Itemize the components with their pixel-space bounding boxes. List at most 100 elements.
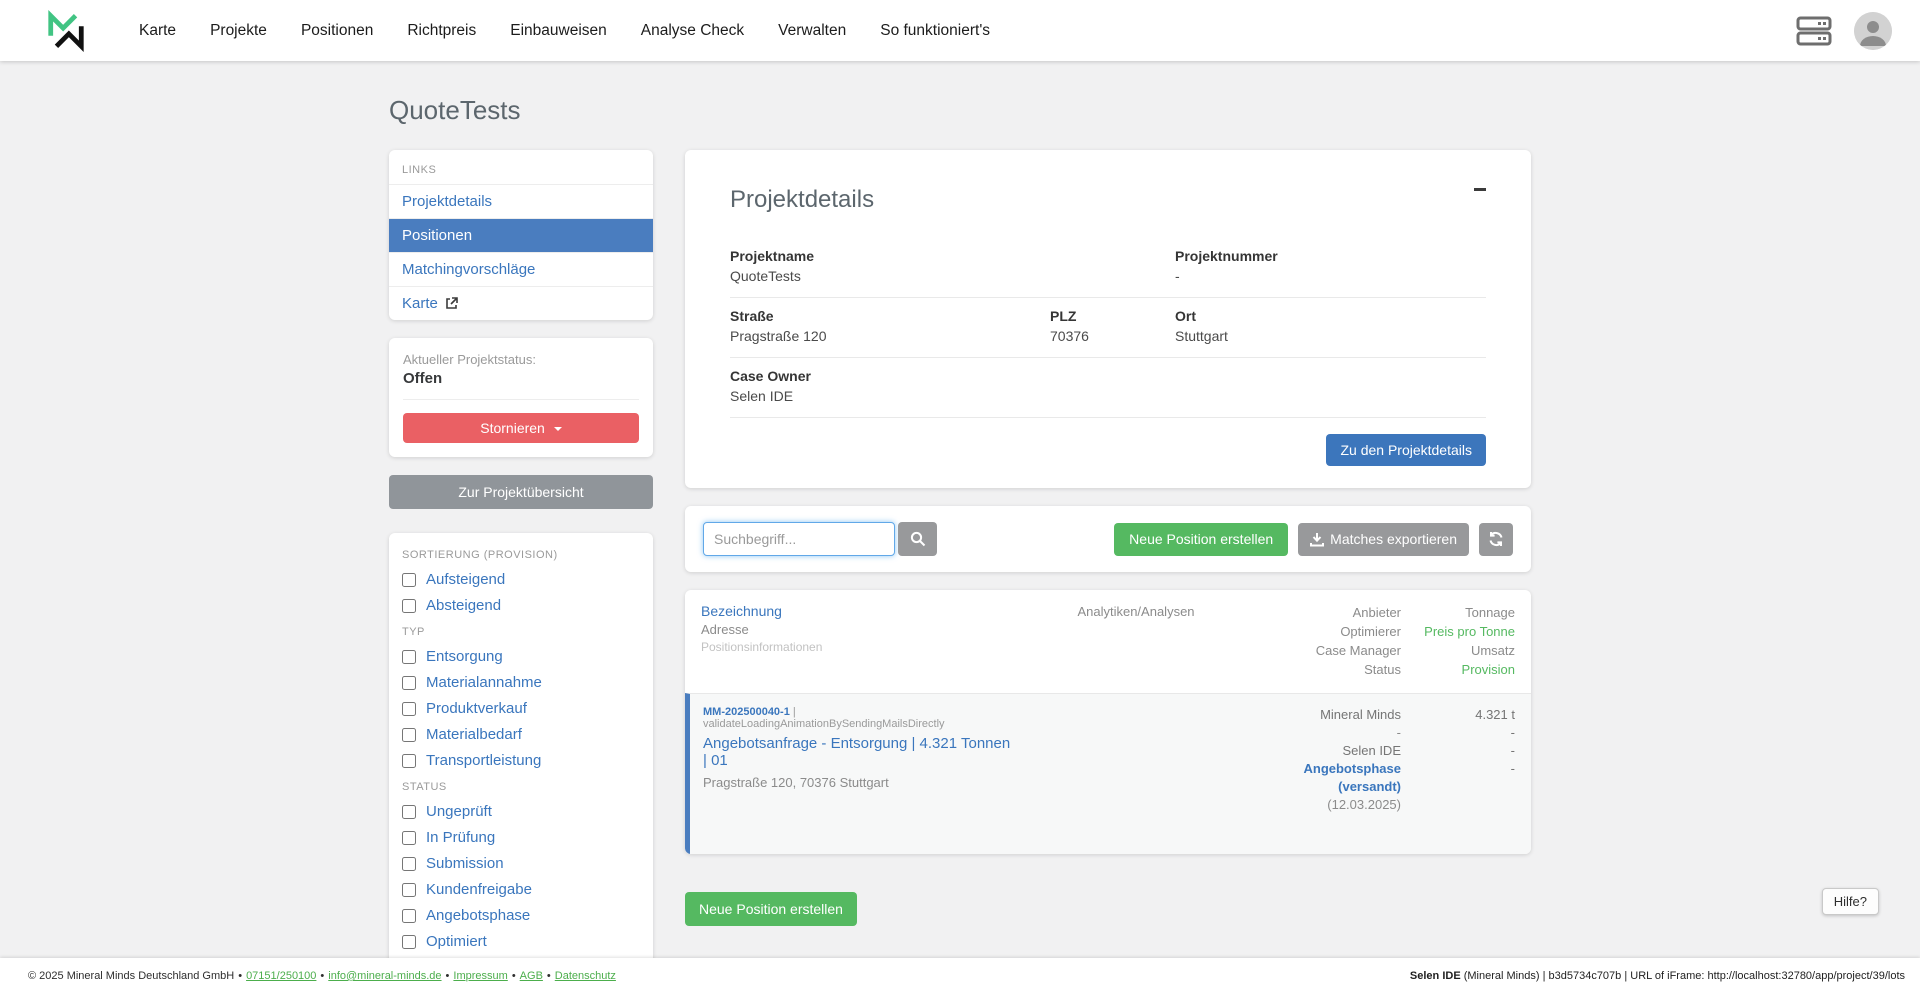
column-header-case-manager: Case Manager (1315, 643, 1401, 658)
position-optimierer: - (1396, 725, 1401, 740)
filter-aufsteigend-checkbox[interactable] (402, 572, 416, 587)
filter-label: Absteigend (426, 597, 502, 614)
column-header-roles: Anbieter Optimierer Case Manager Status (1261, 603, 1401, 679)
position-anbieter: Mineral Minds (1320, 707, 1401, 722)
nav-item-analyse-check[interactable]: Analyse Check (640, 21, 745, 39)
projektname-label: Projektname (730, 248, 815, 264)
neue-position-erstellen-button[interactable]: Neue Position erstellen (1114, 522, 1289, 556)
position-title-link[interactable]: Angebotsanfrage - Entsorgung | 4.321 Ton… (703, 735, 1011, 769)
filter-produktverkauf-checkbox[interactable] (402, 701, 416, 716)
plz-label: PLZ (1050, 308, 1077, 324)
filter-submission-checkbox[interactable] (402, 856, 416, 871)
position-status-date: (12.03.2025) (1327, 797, 1401, 812)
position-id-separator: | (789, 706, 796, 718)
collapse-minus-icon[interactable] (1474, 182, 1488, 196)
filter-entsorgung-checkbox[interactable] (402, 649, 416, 664)
zu-den-projektdetails-button[interactable]: Zu den Projektdetails (1326, 434, 1486, 466)
links-card: LINKS Projektdetails Positionen Matching… (389, 150, 653, 320)
footer-impressum-link[interactable]: Impressum (453, 970, 508, 982)
footer-email-link[interactable]: info@mineral-minds.de (328, 970, 442, 982)
sidebar-item-projektdetails[interactable]: Projektdetails (389, 184, 653, 218)
filter-entsorgung[interactable]: Entsorgung (402, 648, 640, 665)
zur-projektuebersicht-button[interactable]: Zur Projektübersicht (389, 475, 653, 509)
status-value: Offen (403, 370, 639, 400)
footer-separator: • (445, 970, 450, 982)
positions-table-header: Bezeichnung Adresse Positionsinformation… (685, 590, 1531, 693)
filter-ungeprueft-checkbox[interactable] (402, 804, 416, 819)
footer-separator: • (320, 970, 325, 982)
footer-agb-link[interactable]: AGB (519, 970, 543, 982)
positions-table-card: Bezeichnung Adresse Positionsinformation… (685, 590, 1531, 854)
filter-kundenfreigabe[interactable]: Kundenfreigabe (402, 881, 640, 898)
column-header-status: Status (1364, 662, 1401, 677)
sort-section-header: SORTIERUNG (PROVISION) (402, 549, 558, 561)
links-header: LINKS (402, 164, 437, 176)
filter-label: Entsorgung (426, 648, 503, 665)
filter-transportleistung-checkbox[interactable] (402, 753, 416, 768)
position-status-suffix: (versandt) (1338, 779, 1401, 794)
column-header-optimierer: Optimierer (1340, 624, 1401, 639)
column-header-bezeichnung[interactable]: Bezeichnung (701, 603, 782, 619)
nav-item-karte[interactable]: Karte (139, 21, 177, 39)
filter-kundenfreigabe-checkbox[interactable] (402, 882, 416, 897)
position-address: Pragstraße 120, 70376 Stuttgart (703, 775, 889, 790)
position-tonnage: 4.321 t (1475, 707, 1515, 722)
nav-item-positionen[interactable]: Positionen (300, 21, 374, 39)
mineral-minds-logo-icon[interactable] (45, 9, 87, 52)
projektnummer-label: Projektnummer (1175, 248, 1278, 264)
footer-datenschutz-link[interactable]: Datenschutz (554, 970, 616, 982)
filter-materialbedarf-checkbox[interactable] (402, 727, 416, 742)
footer-session-info: (Mineral Minds) | b3d5734c707b | URL of … (1460, 970, 1905, 982)
filter-absteigend[interactable]: Absteigend (402, 597, 640, 614)
filter-absteigend-checkbox[interactable] (402, 598, 416, 613)
filter-produktverkauf[interactable]: Produktverkauf (402, 700, 640, 717)
column-header-positionsinformationen: Positionsinformationen (701, 640, 823, 654)
filter-in-pruefung[interactable]: In Prüfung (402, 829, 640, 846)
filter-label: Kundenfreigabe (426, 881, 532, 898)
position-row[interactable]: MM-202500040-1 | validateLoadingAnimatio… (685, 693, 1531, 854)
server-stack-icon[interactable] (1796, 12, 1832, 50)
hilfe-button[interactable]: Hilfe? (1821, 888, 1879, 915)
filter-angebotsphase[interactable]: Angebotsphase (402, 907, 640, 924)
position-id: MM-202500040-1 (703, 706, 790, 718)
filter-angebotsphase-checkbox[interactable] (402, 908, 416, 923)
matches-exportieren-button[interactable]: Matches exportieren (1298, 522, 1469, 556)
search-button[interactable] (898, 522, 937, 556)
user-avatar[interactable] (1854, 11, 1892, 50)
sidebar-item-positionen[interactable]: Positionen (389, 218, 653, 252)
filter-label: Produktverkauf (426, 700, 527, 717)
nav-item-verwalten[interactable]: Verwalten (778, 21, 847, 39)
search-input[interactable] (703, 522, 895, 556)
filter-transportleistung[interactable]: Transportleistung (402, 752, 640, 769)
case-owner-label: Case Owner (730, 368, 811, 384)
nav-item-richtpreis[interactable]: Richtpreis (407, 21, 477, 39)
filter-card: SORTIERUNG (PROVISION) Aufsteigend Abste… (389, 533, 653, 979)
plz-value: 70376 (1050, 328, 1089, 344)
filter-materialbedarf[interactable]: Materialbedarf (402, 726, 640, 743)
filter-optimiert-checkbox[interactable] (402, 934, 416, 949)
filter-submission[interactable]: Submission (402, 855, 640, 872)
nav-item-einbauweisen[interactable]: Einbauweisen (510, 21, 607, 39)
column-header-adresse: Adresse (701, 622, 749, 637)
nav-item-so-funktionierts[interactable]: So funktioniert's (880, 21, 991, 39)
case-owner-value: Selen IDE (730, 388, 794, 404)
caret-down-icon (553, 427, 562, 432)
sidebar-item-karte[interactable]: Karte (389, 286, 653, 320)
filter-materialannahme-checkbox[interactable] (402, 675, 416, 690)
filter-materialannahme[interactable]: Materialannahme (402, 674, 640, 691)
filter-ungeprueft[interactable]: Ungeprüft (402, 803, 640, 820)
neue-position-erstellen-bottom-button[interactable]: Neue Position erstellen (685, 892, 857, 926)
nav-item-projekte[interactable]: Projekte (210, 21, 267, 39)
sidebar-item-matchingvorschlaege[interactable]: Matchingvorschläge (389, 252, 653, 286)
stornieren-button[interactable]: Stornieren (403, 413, 639, 443)
filter-label: Ungeprüft (426, 803, 492, 820)
filter-optimiert[interactable]: Optimiert (402, 933, 640, 950)
filter-in-pruefung-checkbox[interactable] (402, 830, 416, 845)
footer-separator: • (238, 970, 243, 982)
strasse-label: Straße (730, 308, 774, 324)
filter-aufsteigend[interactable]: Aufsteigend (402, 571, 640, 588)
projektname-value: QuoteTests (730, 268, 801, 284)
refresh-button[interactable] (1479, 522, 1513, 556)
refresh-icon (1489, 531, 1503, 547)
footer-phone-link[interactable]: 07151/250100 (246, 970, 317, 982)
